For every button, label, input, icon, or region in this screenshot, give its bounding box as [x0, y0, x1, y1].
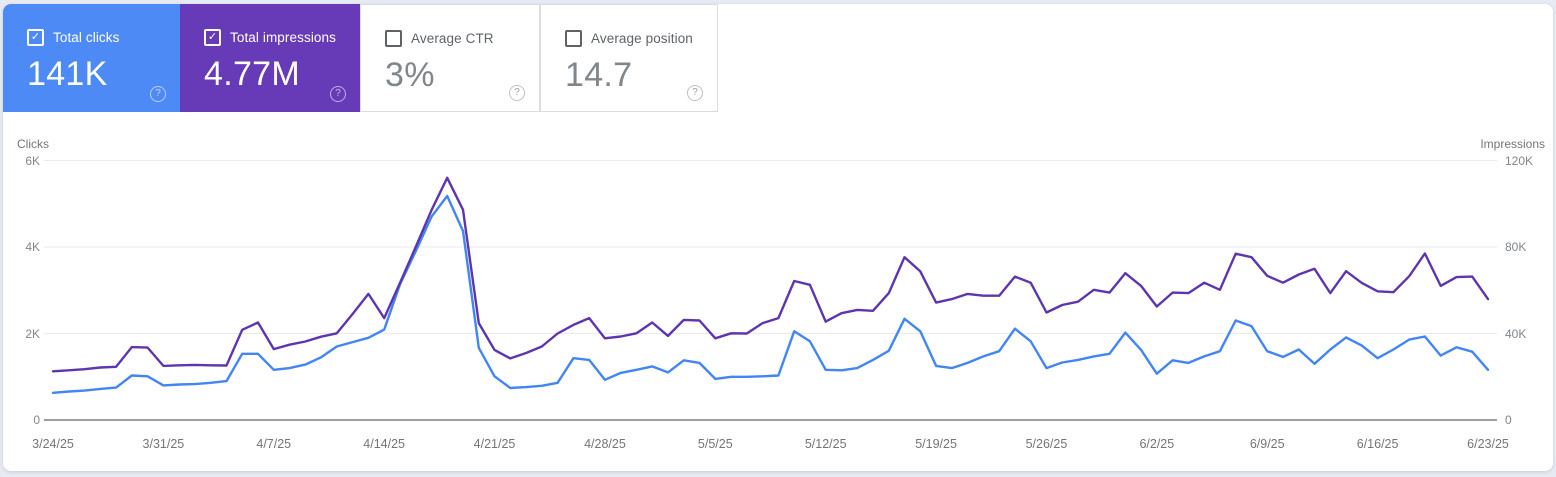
total-clicks-checkbox[interactable]: ✓: [27, 29, 44, 46]
date-tick-label: 4/28/25: [584, 437, 626, 451]
help-icon[interactable]: ?: [150, 86, 166, 102]
clicks-line[interactable]: [51, 194, 1490, 394]
average-position-check-row: Average position: [565, 30, 717, 47]
total-clicks-value: 141K: [27, 55, 108, 93]
right-axis-tick-label: 80K: [1505, 240, 1527, 254]
impressions-line[interactable]: [51, 176, 1490, 373]
left-axis-tick-label: 2K: [25, 326, 40, 341]
total-clicks-card[interactable]: ✓ Total clicks 141K ?: [3, 4, 180, 112]
right-axis-title: Impressions: [1480, 137, 1545, 151]
date-tick-label: 4/21/25: [473, 437, 516, 451]
help-icon[interactable]: ?: [330, 86, 346, 102]
check-icon: ✓: [207, 31, 218, 43]
average-position-label: Average position: [591, 31, 693, 46]
average-ctr-checkbox[interactable]: [385, 30, 402, 47]
date-tick-label: 5/19/25: [915, 437, 957, 451]
total-clicks-check-row: ✓ Total clicks: [27, 29, 180, 46]
right-axis-tick-label: 120K: [1505, 153, 1534, 168]
date-tick-label: 5/12/25: [804, 437, 847, 451]
average-position-value: 14.7: [565, 56, 633, 94]
date-tick-label: 4/14/25: [363, 437, 405, 451]
metric-cards: ✓ Total clicks 141K ? ✓ Total impression…: [3, 4, 718, 112]
performance-panel: ✓ Total clicks 141K ? ✓ Total impression…: [3, 4, 1553, 471]
date-tick-label: 6/16/25: [1356, 437, 1399, 451]
average-ctr-card[interactable]: Average CTR 3% ?: [360, 4, 540, 112]
date-tick-label: 6/9/25: [1249, 437, 1285, 451]
gridlines: [44, 160, 1497, 421]
help-icon[interactable]: ?: [509, 85, 525, 101]
left-axis-tick-label: 4K: [25, 240, 40, 254]
average-position-checkbox[interactable]: [565, 30, 582, 47]
date-tick-label: 5/26/25: [1025, 437, 1068, 451]
total-impressions-card[interactable]: ✓ Total impressions 4.77M ?: [180, 4, 360, 112]
check-icon: ✓: [30, 31, 41, 43]
average-ctr-label: Average CTR: [411, 31, 494, 46]
right-axis-tick-label: 0: [1505, 413, 1512, 427]
right-axis-tick-label: 40K: [1505, 326, 1527, 341]
date-tick-label: 6/23/25: [1467, 437, 1509, 451]
average-ctr-check-row: Average CTR: [385, 30, 539, 47]
left-axis-title: Clicks: [17, 137, 49, 151]
total-impressions-value: 4.77M: [204, 55, 300, 93]
total-impressions-checkbox[interactable]: ✓: [204, 29, 221, 46]
total-impressions-label: Total impressions: [230, 30, 336, 45]
left-axis-tick-label: 0: [33, 413, 40, 427]
average-ctr-value: 3%: [385, 56, 435, 94]
date-tick-label: 5/5/25: [697, 437, 733, 451]
total-impressions-check-row: ✓ Total impressions: [204, 29, 360, 46]
left-axis-tick-label: 6K: [25, 153, 40, 168]
date-tick-label: 4/7/25: [256, 437, 292, 451]
average-position-card[interactable]: Average position 14.7 ?: [540, 4, 718, 112]
total-clicks-label: Total clicks: [53, 30, 120, 45]
help-icon[interactable]: ?: [687, 85, 703, 101]
date-tick-label: 6/2/25: [1139, 437, 1175, 451]
date-tick-label: 3/31/25: [142, 437, 185, 451]
date-tick-label: 3/24/25: [32, 437, 74, 451]
